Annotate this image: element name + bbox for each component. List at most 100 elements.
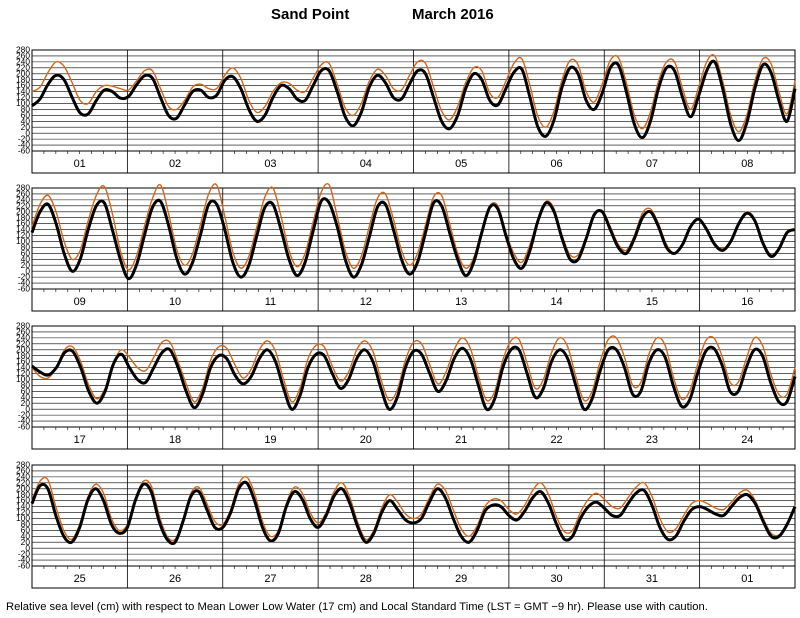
- y-tick-label: 60: [21, 248, 31, 258]
- y-tick-label: 240: [16, 332, 30, 342]
- y-tick-label: 20: [21, 398, 31, 408]
- y-tick-label: 20: [21, 122, 31, 132]
- y-tick-label: 280: [16, 460, 30, 470]
- y-tick-label: 200: [16, 68, 30, 78]
- day-label: 25: [74, 573, 86, 585]
- y-tick-label: 220: [16, 477, 30, 487]
- day-label: 13: [455, 296, 467, 308]
- day-label: 08: [741, 158, 753, 170]
- y-tick-label: 120: [16, 92, 30, 102]
- panel-frame: [31, 49, 796, 174]
- day-label: 19: [264, 434, 276, 446]
- y-tick-label: 200: [16, 206, 30, 216]
- y-tick-label: 0: [25, 128, 30, 138]
- day-label: 07: [646, 158, 658, 170]
- day-label: 09: [74, 296, 86, 308]
- day-label: 30: [550, 573, 562, 585]
- y-tick-label: 200: [16, 344, 30, 354]
- y-tick-label: 0: [25, 266, 30, 276]
- y-tick-label: 100: [16, 236, 30, 246]
- y-tick-label: 80: [21, 519, 31, 529]
- y-tick-label: 60: [21, 386, 31, 396]
- y-tick-label: 120: [16, 368, 30, 378]
- y-tick-label: -20: [18, 410, 30, 420]
- y-tick-label: 0: [25, 543, 30, 553]
- y-tick-label: -40: [18, 555, 30, 565]
- y-tick-label: 120: [16, 230, 30, 240]
- y-tick-label: 180: [16, 212, 30, 222]
- y-tick-label: 40: [21, 116, 31, 126]
- day-label: 02: [169, 158, 181, 170]
- predicted-tide-line: [31, 475, 796, 542]
- y-tick-label: 280: [16, 45, 30, 55]
- y-tick-label: 20: [21, 260, 31, 270]
- y-tick-label: 160: [16, 495, 30, 505]
- y-tick-label: 240: [16, 56, 30, 66]
- y-tick-label: 140: [16, 501, 30, 511]
- y-tick-label: -20: [18, 549, 30, 559]
- day-label: 20: [360, 434, 372, 446]
- y-tick-label: 140: [16, 224, 30, 234]
- day-label: 11: [265, 296, 276, 308]
- y-tick-label: 140: [16, 86, 30, 96]
- y-tick-label: 100: [16, 374, 30, 384]
- y-tick-label: -40: [18, 140, 30, 150]
- y-tick-label: 40: [21, 254, 31, 264]
- y-tick-label: 160: [16, 356, 30, 366]
- y-tick-label: 100: [16, 98, 30, 108]
- observed-sea-level-line: [31, 59, 797, 143]
- tide-chart: 280260240220200180160140120100806040200-…: [16, 45, 797, 589]
- chart-title-month: March 2016: [412, 6, 494, 23]
- y-tick-label: 220: [16, 200, 30, 210]
- y-tick-label: 80: [21, 380, 31, 390]
- y-tick-label: 80: [21, 104, 31, 114]
- day-label: 12: [360, 296, 372, 308]
- y-tick-label: 220: [16, 62, 30, 72]
- y-tick-label: -60: [18, 561, 30, 571]
- day-label: 14: [550, 296, 562, 308]
- y-tick-label: 260: [16, 51, 30, 61]
- y-tick-label: 260: [16, 466, 30, 476]
- y-tick-label: 160: [16, 80, 30, 90]
- day-label: 31: [646, 573, 658, 585]
- day-label: 27: [264, 573, 276, 585]
- day-label: 06: [550, 158, 562, 170]
- observed-sea-level-line: [30, 197, 796, 281]
- observed-sea-level-line: [30, 480, 797, 545]
- y-tick-label: 180: [16, 489, 30, 499]
- day-label: 01: [74, 158, 86, 170]
- y-tick-label: 160: [16, 218, 30, 228]
- day-label: 01: [741, 573, 753, 585]
- day-label: 26: [169, 573, 181, 585]
- y-tick-label: 40: [21, 531, 31, 541]
- day-label: 29: [455, 573, 467, 585]
- y-tick-label: -20: [18, 272, 30, 282]
- panel-frame: [31, 464, 796, 589]
- day-label: 04: [360, 158, 372, 170]
- predicted-tide-line: [31, 335, 796, 403]
- y-tick-label: 280: [16, 183, 30, 193]
- y-tick-label: 80: [21, 242, 31, 252]
- y-tick-label: -60: [18, 284, 30, 294]
- y-tick-label: 240: [16, 194, 30, 204]
- day-label: 15: [646, 296, 658, 308]
- y-tick-label: 0: [25, 404, 30, 414]
- y-tick-label: 180: [16, 74, 30, 84]
- y-tick-label: -40: [18, 416, 30, 426]
- day-label: 28: [360, 573, 372, 585]
- y-tick-label: 200: [16, 483, 30, 493]
- chart-footnote: Relative sea level (cm) with respect to …: [6, 601, 708, 613]
- day-label: 10: [169, 296, 181, 308]
- y-tick-label: 20: [21, 537, 31, 547]
- day-label: 17: [74, 434, 86, 446]
- day-label: 22: [550, 434, 562, 446]
- day-label: 21: [455, 434, 467, 446]
- day-label: 18: [169, 434, 181, 446]
- y-tick-label: -60: [18, 422, 30, 432]
- day-label: 05: [455, 158, 467, 170]
- y-tick-label: 180: [16, 350, 30, 360]
- day-label: 03: [264, 158, 276, 170]
- day-label: 16: [741, 296, 753, 308]
- y-tick-label: 220: [16, 338, 30, 348]
- y-tick-label: 60: [21, 110, 31, 120]
